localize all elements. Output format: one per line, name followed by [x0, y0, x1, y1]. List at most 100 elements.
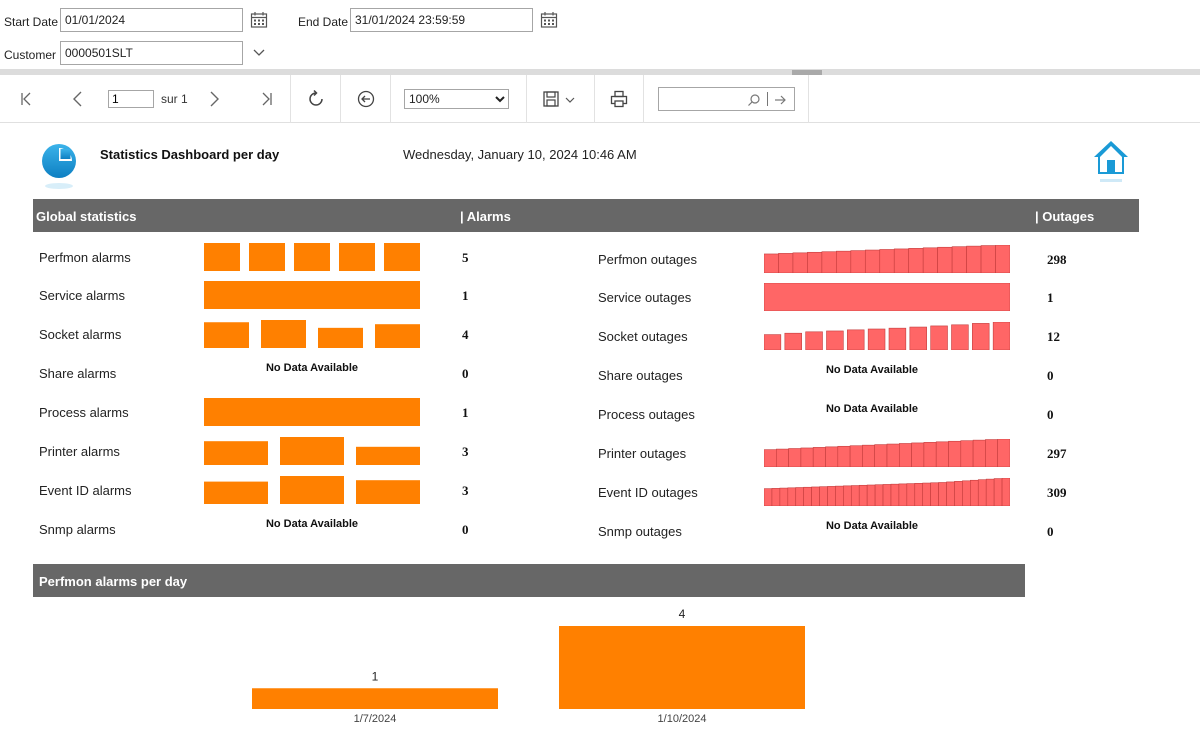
- per-day-title: Perfmon alarms per day: [39, 574, 188, 589]
- chart-data-label: 1: [372, 669, 379, 683]
- outage-row-bar: [805, 331, 823, 350]
- outages-column-title: | Outages: [1035, 209, 1095, 224]
- outage-row-bar: [888, 327, 907, 350]
- toolbar-separator: [526, 75, 527, 123]
- alarm-row-value: 1: [462, 288, 469, 303]
- outage-row-bar: [847, 329, 865, 350]
- outage-row-value: 0: [1047, 368, 1054, 383]
- alarm-row-bar: [261, 320, 306, 348]
- alarm-row-value: 3: [462, 483, 469, 498]
- start-date-label: Start Date: [4, 15, 59, 29]
- alarm-row-bar: [249, 243, 285, 271]
- outage-row-sparkline: [764, 478, 1010, 506]
- search-divider: [767, 92, 768, 106]
- end-date-label: End Date: [298, 15, 349, 29]
- outage-row-value: 297: [1047, 446, 1067, 461]
- outage-row-value: 0: [1047, 524, 1054, 539]
- alarm-row-label: Snmp alarms: [39, 522, 116, 537]
- outage-row-sparkline: [764, 283, 1010, 311]
- zoom-select[interactable]: 100%: [404, 89, 509, 109]
- alarm-row-bar: [204, 481, 268, 504]
- chart-bar: [559, 626, 805, 709]
- chart-data-label: 4: [679, 607, 686, 621]
- outage-row-bar: [867, 328, 886, 350]
- outage-row-value: 1: [1047, 290, 1054, 305]
- parameter-splitter[interactable]: [0, 69, 1200, 75]
- outage-row-label: Share outages: [598, 368, 683, 383]
- end-date-input[interactable]: [350, 8, 533, 32]
- page-number-input[interactable]: [108, 90, 154, 108]
- alarm-row-bar: [318, 327, 363, 348]
- first-page-icon[interactable]: [17, 89, 37, 109]
- alarm-row-bar: [356, 480, 420, 504]
- outage-row-label: Perfmon outages: [598, 252, 698, 267]
- alarm-row-bar: [204, 281, 420, 309]
- no-data-label: No Data Available: [265, 362, 359, 374]
- outage-row-value: 12: [1047, 329, 1060, 344]
- toolbar-separator: [290, 75, 291, 123]
- alarm-row-sparkline: [204, 437, 420, 465]
- search-icon[interactable]: [747, 93, 761, 107]
- alarm-row-bar: [375, 324, 420, 348]
- alarm-row-value: 3: [462, 444, 469, 459]
- outage-row-bar: [930, 325, 948, 350]
- alarm-row-label: Share alarms: [39, 366, 117, 381]
- search-input[interactable]: [661, 90, 741, 108]
- outage-row-sparkline: [764, 322, 1010, 350]
- print-icon[interactable]: [609, 89, 629, 109]
- calendar-icon[interactable]: [250, 11, 268, 29]
- global-statistics-title: Global statistics: [36, 209, 137, 224]
- calendar-icon[interactable]: [540, 11, 558, 29]
- alarm-row-sparkline: [204, 281, 420, 309]
- outage-row-label: Service outages: [598, 290, 692, 305]
- toolbar-separator: [594, 75, 595, 123]
- alarm-row-bar: [204, 398, 420, 426]
- outage-row-bar: [764, 283, 1010, 311]
- back-icon[interactable]: [356, 89, 376, 109]
- customer-input[interactable]: [60, 41, 243, 65]
- alarm-row-bar: [280, 437, 344, 465]
- outage-row-value: 309: [1047, 485, 1067, 500]
- outage-row-bar: [972, 323, 990, 350]
- alarm-row-sparkline: [204, 243, 420, 271]
- alarm-row-bar: [204, 322, 249, 348]
- search-next-icon[interactable]: [773, 93, 787, 107]
- chart-bar: [252, 688, 498, 709]
- global-statistics-header: [33, 199, 1139, 232]
- alarm-row-value: 5: [462, 250, 469, 265]
- page-count: sur 1: [161, 92, 188, 106]
- next-page-icon[interactable]: [204, 89, 224, 109]
- outage-row-label: Event ID outages: [598, 485, 698, 500]
- chevron-down-icon[interactable]: [252, 47, 266, 59]
- outage-row-value: 0: [1047, 407, 1054, 422]
- alarm-row-value: 0: [462, 522, 469, 537]
- start-date-input[interactable]: [60, 8, 243, 32]
- no-data-label: No Data Available: [825, 364, 919, 376]
- toolbar-separator: [390, 75, 391, 123]
- toolbar-separator: [340, 75, 341, 123]
- splitter-grip[interactable]: [792, 70, 822, 75]
- refresh-icon[interactable]: [306, 89, 326, 109]
- home-icon[interactable]: [1092, 138, 1130, 188]
- previous-page-icon[interactable]: [68, 89, 88, 109]
- outage-row-bar: [826, 330, 844, 350]
- alarm-row-bar: [384, 243, 420, 271]
- alarm-row-value: 0: [462, 366, 469, 381]
- alarm-row-sparkline: [204, 398, 420, 426]
- alarm-row-value: 4: [462, 327, 469, 342]
- alarm-row-value: 1: [462, 405, 469, 420]
- save-icon[interactable]: [541, 89, 561, 109]
- alarm-row-bar: [280, 476, 344, 504]
- last-page-icon[interactable]: [256, 89, 276, 109]
- outage-row-label: Snmp outages: [598, 524, 682, 539]
- outage-row-label: Process outages: [598, 407, 695, 422]
- alarms-column-title: | Alarms: [460, 209, 511, 224]
- alarm-row-bar: [204, 243, 240, 271]
- outage-row-value: 298: [1047, 252, 1067, 267]
- chevron-down-icon[interactable]: [564, 96, 576, 106]
- alarm-row-label: Printer alarms: [39, 444, 120, 459]
- no-data-label: No Data Available: [825, 403, 919, 415]
- customer-label: Customer: [4, 48, 57, 62]
- toolbar-separator: [808, 75, 809, 123]
